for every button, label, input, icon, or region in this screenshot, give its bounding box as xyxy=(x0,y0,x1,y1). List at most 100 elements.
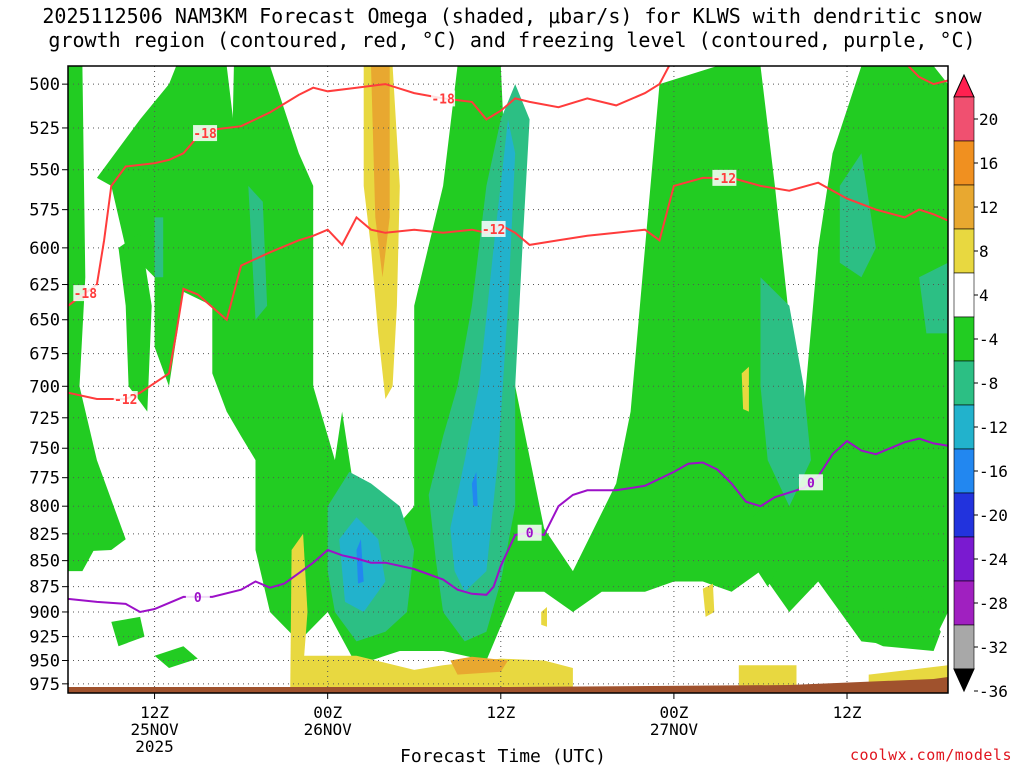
y-tick-label-625: 625 xyxy=(29,276,60,296)
colorbar-bin-3 xyxy=(953,184,975,230)
contour-label-bg--12-2 xyxy=(712,169,737,186)
omega-orange-top xyxy=(371,66,390,278)
colorbar-label-neg4: -4 xyxy=(979,330,998,349)
colorbar-label-20: 20 xyxy=(979,110,998,129)
colorbar-label-neg24: -24 xyxy=(979,550,1008,569)
omega-cyan-b xyxy=(450,119,516,592)
y-tick-label-750: 750 xyxy=(29,439,60,459)
omega-green-se xyxy=(861,591,941,651)
contour-label-bg-0-1 xyxy=(517,524,542,541)
y-tick-label-600: 600 xyxy=(29,239,60,259)
colorbar-label-neg16: -16 xyxy=(979,462,1008,481)
contour-label-bg--18-2 xyxy=(431,90,456,107)
colorbar-bin-1 xyxy=(953,96,975,142)
colorbar-label-neg36: -36 xyxy=(979,682,1008,701)
omega-teal-g xyxy=(919,262,948,334)
contour-line--12 xyxy=(68,176,948,400)
colorbar-label-neg28: -28 xyxy=(979,594,1008,613)
y-tick-label-575: 575 xyxy=(29,201,60,221)
shading-layer xyxy=(68,66,948,693)
colorbar-label-neg12: -12 xyxy=(979,418,1008,437)
x-tick-label-6-1: 25NOV xyxy=(130,720,179,739)
colorbar-label-neg8: -8 xyxy=(979,374,998,393)
contour-label-bg-0-0 xyxy=(185,588,210,605)
x-tick-label-6-2: 2025 xyxy=(135,737,174,756)
colorbar-bin-7 xyxy=(953,360,975,406)
omega-yellow-e3 xyxy=(541,607,547,627)
y-tick-label-525: 525 xyxy=(29,119,60,139)
y-tick-label-650: 650 xyxy=(29,311,60,331)
contour-label-0-1: 0 xyxy=(526,527,534,542)
colorbar-bin-11 xyxy=(953,536,975,582)
x-tick-label-42-0: 00Z xyxy=(659,703,688,722)
watermark: coolwx.com/models xyxy=(849,746,1012,764)
colorbar-bin-8 xyxy=(953,404,975,450)
omega-green-west-b xyxy=(96,66,256,412)
terrain-ground xyxy=(68,677,948,693)
contour-label--12-1: -12 xyxy=(482,223,505,238)
omega-green-west-d xyxy=(68,522,97,572)
contour-label--18-0: -18 xyxy=(74,287,98,302)
contour-label-0-0: 0 xyxy=(194,591,202,606)
colorbar-bin-10 xyxy=(953,492,975,538)
contour-label-bg--18-1 xyxy=(193,125,218,142)
omega-yellow-south-a xyxy=(290,533,308,693)
omega-green-west-a xyxy=(68,66,126,553)
colorbar-label-4: 4 xyxy=(979,286,989,305)
x-tick-label-42-1: 27NOV xyxy=(650,720,699,739)
y-tick-label-500: 500 xyxy=(29,75,60,95)
contour-label-bg--12-1 xyxy=(481,220,506,237)
y-tick-label-675: 675 xyxy=(29,345,60,365)
contour-label--12-0: -12 xyxy=(114,393,137,408)
omega-yellow-e xyxy=(702,583,715,617)
omega-green-sw xyxy=(111,616,145,647)
colorbar-bin-4 xyxy=(953,228,975,274)
omega-blue-b xyxy=(471,471,478,507)
x-tick-label-30-0: 12Z xyxy=(486,703,515,722)
contour-label-bg-0-2 xyxy=(798,474,823,491)
colorbar-bin-6 xyxy=(953,316,975,362)
colorbar-label-8: 8 xyxy=(979,242,989,261)
omega-yellow-southeast xyxy=(738,665,797,689)
y-tick-label-700: 700 xyxy=(29,377,60,397)
x-tick-label-6-0: 12Z xyxy=(140,703,169,722)
contour-label-bg--12-0 xyxy=(113,391,138,408)
colorbar-label-12: 12 xyxy=(979,198,998,217)
contour-label--18-2: -18 xyxy=(431,92,455,107)
x-tick-label-18-0: 00Z xyxy=(313,703,342,722)
omega-green-south xyxy=(154,646,198,668)
colorbar-label-neg32: -32 xyxy=(979,638,1008,657)
title-line-1: 2025112506 NAM3KM Forecast Omega (shaded… xyxy=(42,4,982,28)
x-tick-label-18-1: 26NOV xyxy=(304,720,353,739)
y-tick-label-900: 900 xyxy=(29,603,60,623)
contour-label--18-1: -18 xyxy=(193,127,217,142)
contour-label-0-2: 0 xyxy=(807,476,815,491)
omega-blue-a xyxy=(356,539,364,584)
y-tick-label-850: 850 xyxy=(29,552,60,572)
colorbar-label-neg20: -20 xyxy=(979,506,1008,525)
chart-title: 2025112506 NAM3KM Forecast Omega (shaded… xyxy=(0,4,1024,52)
y-tick-label-800: 800 xyxy=(29,497,60,517)
contour-label--12-2: -12 xyxy=(713,172,736,187)
contour-label-bg--18-0 xyxy=(73,285,98,302)
omega-green-west-c xyxy=(118,232,152,412)
y-tick-label-825: 825 xyxy=(29,525,60,545)
x-axis-label: Forecast Time (UTC) xyxy=(400,746,606,767)
y-tick-label-775: 775 xyxy=(29,469,60,489)
colorbar-bin-2 xyxy=(953,140,975,186)
omega-yellow-e2 xyxy=(741,366,749,412)
omega-teal-e xyxy=(760,277,811,507)
omega-green-e xyxy=(753,494,790,587)
colorbar-bin-13 xyxy=(953,624,975,670)
colorbar-bottom-arrow xyxy=(953,668,975,693)
title-line-2: growth region (contoured, red, °C) and f… xyxy=(48,28,976,52)
plot-frame xyxy=(67,65,949,694)
y-tick-label-875: 875 xyxy=(29,578,60,598)
omega-teal-f xyxy=(839,153,876,278)
y-tick-label-975: 975 xyxy=(29,675,60,695)
omega-teal-d xyxy=(154,217,164,278)
colorbar-label-16: 16 xyxy=(979,154,998,173)
y-tick-label-550: 550 xyxy=(29,161,60,181)
y-tick-label-950: 950 xyxy=(29,652,60,672)
